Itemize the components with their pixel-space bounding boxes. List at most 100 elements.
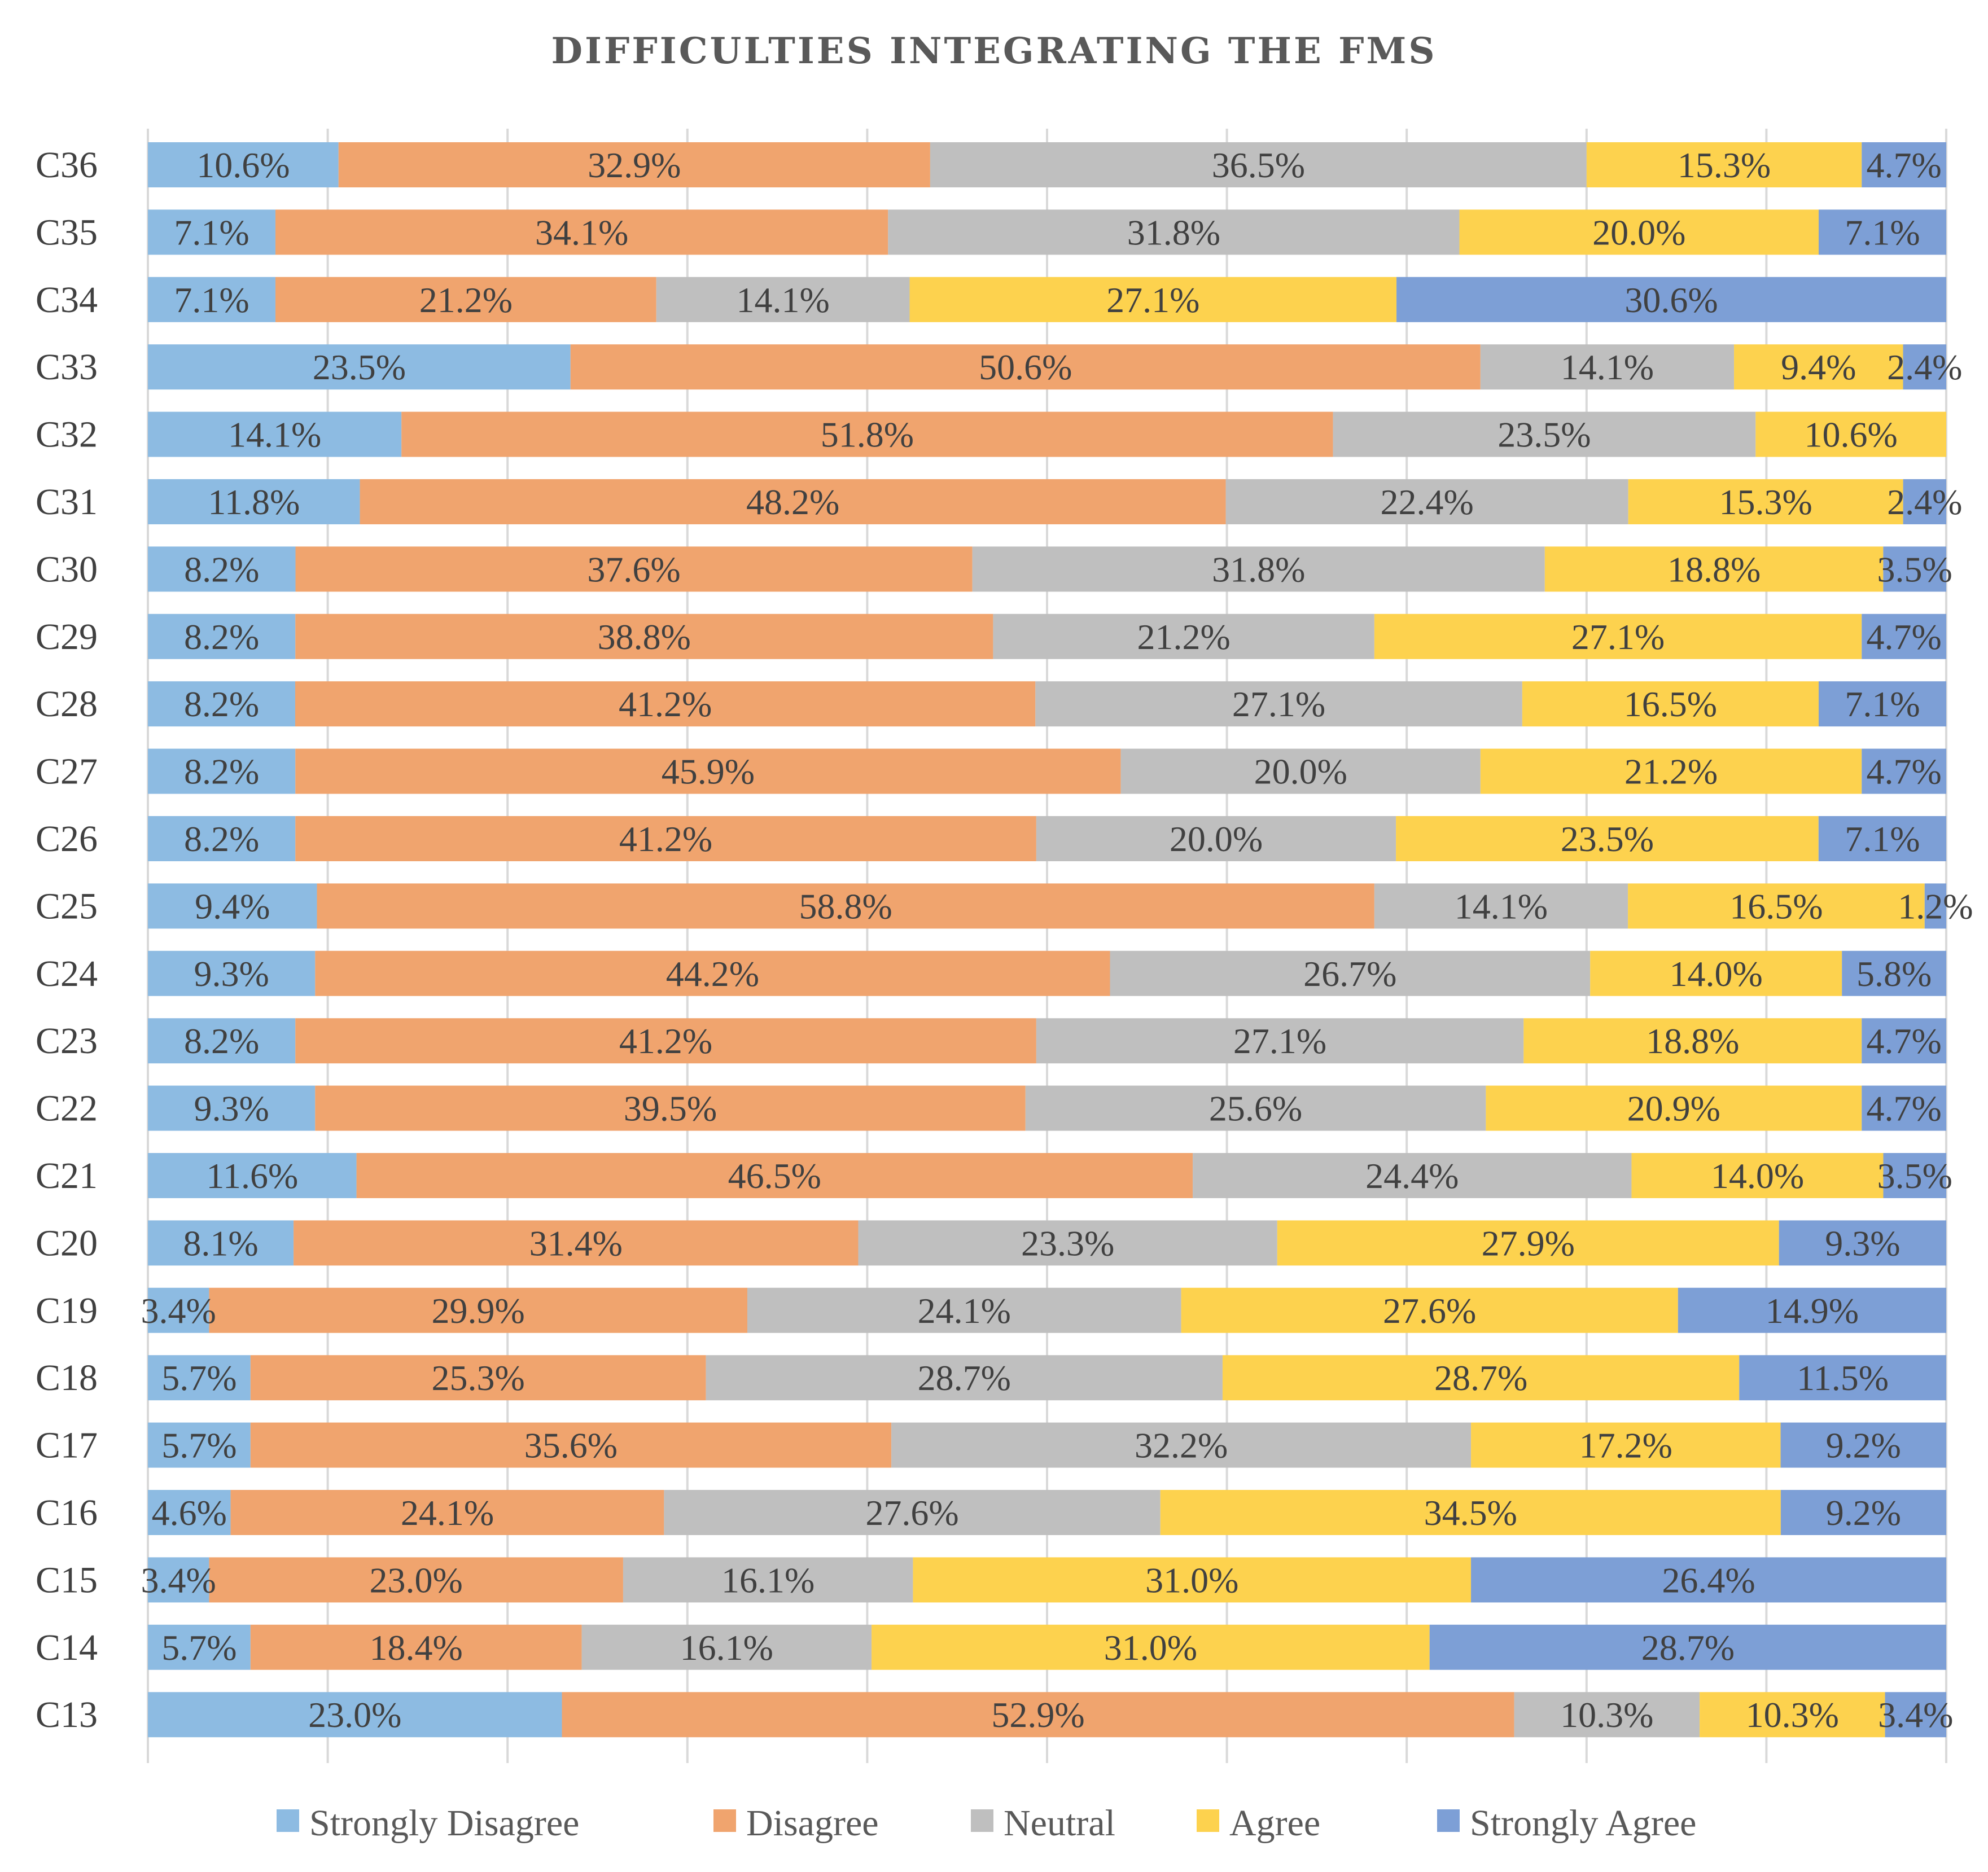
data-label-c36-strongly-disagree: 10.6% xyxy=(196,145,290,185)
bar-c21-strongly-agree xyxy=(1883,1153,1946,1198)
bar-c26-agree xyxy=(1396,816,1819,861)
data-label-c22-neutral: 25.6% xyxy=(1209,1089,1302,1129)
data-label-c14-disagree: 18.4% xyxy=(370,1628,463,1668)
data-label-c27-strongly-agree: 4.7% xyxy=(1866,752,1941,792)
bar-c22-neutral xyxy=(1025,1085,1486,1131)
bar-c17-strongly-disagree xyxy=(148,1422,251,1468)
data-label-c18-agree: 28.7% xyxy=(1434,1358,1527,1398)
data-label-c33-neutral: 14.1% xyxy=(1561,347,1654,387)
data-label-c36-strongly-agree: 4.7% xyxy=(1866,145,1941,185)
bar-c27-disagree xyxy=(295,748,1121,794)
data-label-c26-disagree: 41.2% xyxy=(619,819,712,859)
data-label-c26-neutral: 20.0% xyxy=(1170,819,1263,859)
data-label-c18-disagree: 25.3% xyxy=(432,1358,525,1398)
category-label-c18: C18 xyxy=(36,1357,98,1398)
bar-c14-strongly-agree xyxy=(1429,1624,1946,1670)
data-label-c15-disagree: 23.0% xyxy=(370,1560,463,1600)
bar-c17-disagree xyxy=(250,1422,892,1468)
bar-c30-strongly-agree xyxy=(1883,546,1946,592)
category-label-c29: C29 xyxy=(36,616,98,657)
data-label-c35-disagree: 34.1% xyxy=(535,212,628,252)
bar-c33-strongly-agree xyxy=(1903,344,1946,390)
data-label-c28-disagree: 41.2% xyxy=(619,684,712,724)
data-label-c15-strongly-disagree: 3.4% xyxy=(141,1560,216,1600)
legend-label-strongly-agree: Strongly Agree xyxy=(1470,1803,1696,1844)
bar-c29-neutral xyxy=(993,613,1374,659)
bar-c20-neutral xyxy=(858,1220,1277,1266)
bar-c29-strongly-agree xyxy=(1862,613,1946,659)
bar-c35-neutral xyxy=(888,209,1460,255)
bar-c16-strongly-disagree xyxy=(148,1490,231,1535)
data-label-c26-agree: 23.5% xyxy=(1561,819,1654,859)
data-label-c16-strongly-disagree: 4.6% xyxy=(152,1493,227,1533)
data-label-c21-strongly-disagree: 11.6% xyxy=(206,1156,298,1196)
bar-c31-neutral xyxy=(1225,479,1628,524)
data-label-c21-disagree: 46.5% xyxy=(728,1156,821,1196)
bar-c25-agree xyxy=(1628,883,1925,929)
bar-c16-neutral xyxy=(664,1490,1161,1535)
data-label-c31-strongly-agree: 2.4% xyxy=(1887,482,1962,522)
bar-c16-strongly-agree xyxy=(1780,1490,1946,1535)
data-label-c24-disagree: 44.2% xyxy=(666,954,759,994)
legend-swatch-strongly-disagree xyxy=(277,1809,299,1832)
data-label-c20-neutral: 23.3% xyxy=(1021,1223,1114,1263)
bar-c13-strongly-disagree xyxy=(148,1692,562,1738)
data-label-c20-agree: 27.9% xyxy=(1482,1223,1575,1263)
bar-c22-strongly-agree xyxy=(1862,1085,1946,1131)
data-label-c35-strongly-agree: 7.1% xyxy=(1845,212,1920,252)
data-label-c16-neutral: 27.6% xyxy=(865,1493,958,1533)
data-label-c19-strongly-agree: 14.9% xyxy=(1766,1291,1859,1331)
category-label-c35: C35 xyxy=(36,212,98,253)
data-label-c25-agree: 16.5% xyxy=(1729,886,1823,926)
bar-c27-agree xyxy=(1480,748,1862,794)
bar-c17-agree xyxy=(1471,1422,1781,1468)
bar-c33-disagree xyxy=(570,344,1481,390)
data-label-c22-agree: 20.9% xyxy=(1627,1089,1720,1129)
bar-c26-neutral xyxy=(1036,816,1396,861)
data-label-c16-agree: 34.5% xyxy=(1424,1493,1517,1533)
data-label-c32-strongly-disagree: 14.1% xyxy=(228,415,321,455)
bar-c35-agree xyxy=(1459,209,1819,255)
data-label-c35-strongly-disagree: 7.1% xyxy=(174,212,249,252)
bar-c31-strongly-disagree xyxy=(148,479,360,524)
data-label-c32-disagree: 51.8% xyxy=(821,415,914,455)
data-label-c20-strongly-disagree: 8.1% xyxy=(183,1223,258,1263)
category-label-c17: C17 xyxy=(36,1425,98,1466)
data-label-c26-strongly-disagree: 8.2% xyxy=(184,819,259,859)
bar-c21-neutral xyxy=(1193,1153,1632,1198)
chart-title: DIFFICULTIES INTEGRATING THE FMS xyxy=(551,30,1437,72)
legend: Strongly Disagree Disagree Neutral Agree Str… xyxy=(277,1803,1696,1844)
category-label-c24: C24 xyxy=(36,953,98,994)
bar-c28-strongly-agree xyxy=(1819,681,1946,727)
data-label-c24-agree: 14.0% xyxy=(1670,954,1763,994)
data-label-c24-neutral: 26.7% xyxy=(1303,954,1396,994)
legend-swatch-disagree xyxy=(713,1809,736,1832)
category-label-c33: C33 xyxy=(36,347,98,388)
data-label-c28-neutral: 27.1% xyxy=(1232,684,1325,724)
data-label-c25-neutral: 14.1% xyxy=(1455,886,1548,926)
data-label-c17-disagree: 35.6% xyxy=(524,1426,618,1466)
data-label-c19-disagree: 29.9% xyxy=(432,1291,525,1331)
bar-c23-agree xyxy=(1523,1018,1862,1064)
bar-c30-neutral xyxy=(972,546,1545,592)
bar-c22-strongly-disagree xyxy=(148,1085,316,1131)
legend-label-agree: Agree xyxy=(1229,1803,1320,1844)
bar-c26-strongly-agree xyxy=(1818,816,1946,861)
data-label-c28-agree: 16.5% xyxy=(1624,684,1717,724)
category-label-c25: C25 xyxy=(36,885,98,927)
category-label-c15: C15 xyxy=(36,1559,98,1601)
data-label-c14-neutral: 16.1% xyxy=(680,1628,773,1668)
category-label-c13: C13 xyxy=(36,1694,98,1735)
legend-swatch-strongly-agree xyxy=(1437,1809,1460,1832)
data-label-c23-disagree: 41.2% xyxy=(619,1021,712,1061)
bar-c33-strongly-disagree xyxy=(148,344,571,390)
data-label-c17-neutral: 32.2% xyxy=(1135,1426,1228,1466)
category-label-c27: C27 xyxy=(36,751,98,792)
bar-c25-strongly-disagree xyxy=(148,883,317,929)
bar-c15-agree xyxy=(913,1557,1472,1603)
data-label-c29-neutral: 21.2% xyxy=(1137,617,1230,657)
bar-c14-strongly-disagree xyxy=(148,1624,251,1670)
data-label-c16-disagree: 24.1% xyxy=(401,1493,494,1533)
bar-c21-strongly-disagree xyxy=(148,1153,357,1198)
bar-c34-neutral xyxy=(656,277,910,322)
